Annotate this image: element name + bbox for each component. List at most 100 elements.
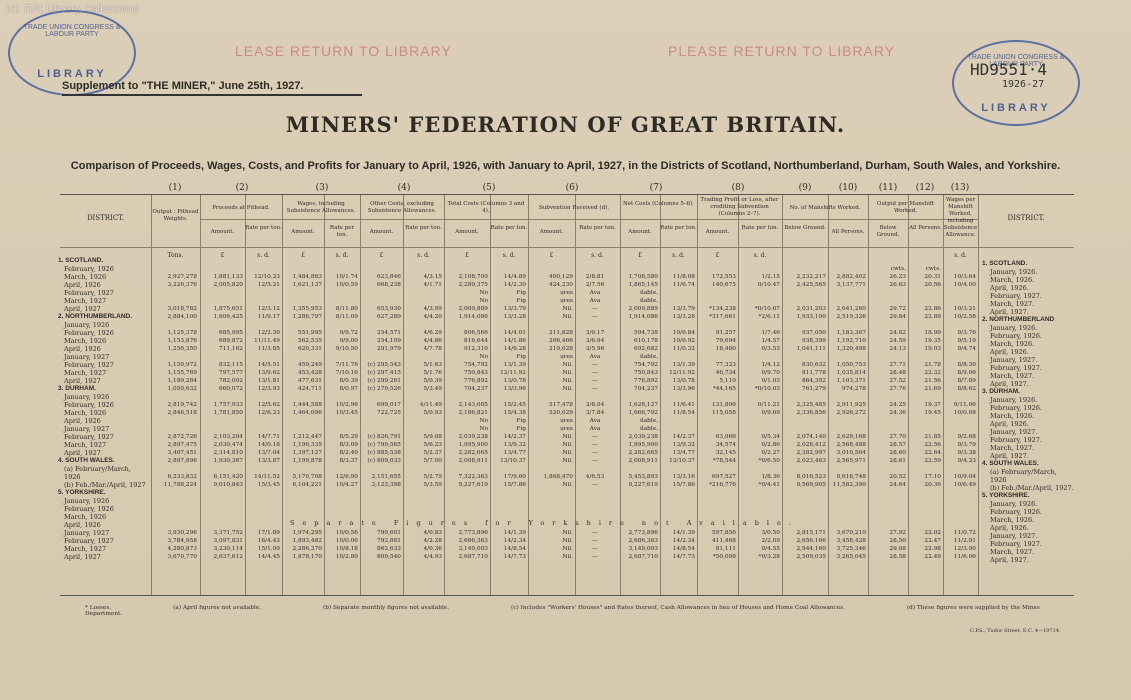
cell-other_amt-11 [360,353,401,361]
cell-opm_all-17: 19.37 [924,402,941,408]
district-header-right: DISTRICT. [1007,214,1045,222]
catalogue-mark: HD9551·4 1926-27 [970,60,1047,90]
row-label-right-26: (a) February/March, 1926 [990,468,1057,484]
cell-subv_amt-12: Nil. [562,362,573,368]
cell-profit_rate-30 [738,505,780,513]
sub-proceeds-rate: Rate per ton. [245,225,282,231]
cell-wpm-14: 8/7.89 [957,378,976,384]
cell-other_amt-29 [360,497,401,505]
library-stamp-ring-text-right: TRADE UNION CONGRESS & LABOUR PARTY [967,54,1065,68]
cell-other_amt-18: 722,725 [377,410,401,416]
row-label-right-2: March, 1926. [990,276,1035,284]
cell-other_rate-7 [403,321,442,329]
cell-subv_amt-17: 517,478 [549,402,573,408]
cell-wages_rate-19 [324,417,358,425]
cell-profit_amt-2: 140,675 [712,282,736,288]
cell-wpm-17: 9/11.06 [953,402,976,408]
cell-net_rate-14: 13/0.78 [672,378,695,384]
cell-net_amt-33: 2,773,896 [628,530,658,536]
cell-opm_all-10: 19.03 [924,346,941,352]
cell-output-6: 2,884,100 [167,314,197,320]
cell-profit_amt-17: 131,806 [712,402,736,408]
cell-wpm-3 [943,289,976,297]
cell-net_amt-14: 776,892 [634,378,658,384]
cell-net_amt-3: ilable. [639,290,658,296]
col-total-rate: 14/4.89 14/2.30 Fig Fig 13/3.79 13/3.28 14/4.… [490,265,526,561]
cell-other_amt-36: 809,540 [377,554,401,560]
cell-wages_amt-0 [282,265,322,273]
cell-wages_amt-23: 1,397,127 [292,450,322,456]
cell-proceeds_rate-2: 12/5.21 [257,282,280,288]
row-label-right-8: January, 1926. [990,324,1038,332]
cell-manshift_all-17: 2,911,925 [836,402,866,408]
cell-subv_rate-19: Ava [589,418,601,424]
row-label-left-7: 2. NORTHUMBERLAND. [58,313,133,320]
row-label-right-1: January, 1926. [990,268,1038,276]
cell-profit_rate-3 [738,289,780,297]
cell-proceeds_rate-25 [245,465,280,473]
sub-opm-below: Below Ground. [876,225,900,238]
cell-proceeds_amt-16 [200,393,243,401]
cell-total_amt-20: No [479,426,488,432]
cell-profit_amt-7 [697,321,736,329]
cell-subv_amt-35: Nil. [562,546,573,552]
cell-total_amt-25 [444,465,488,473]
cell-profit_amt-15: *44,165 [712,386,736,392]
cell-proceeds_rate-1: 12/10.23 [254,274,280,280]
cell-other_amt-0 [360,265,401,273]
cell-output-3 [151,289,197,297]
cell-proceeds_rate-35: 15/1.09 [257,546,280,552]
cell-proceeds_amt-35: 3,230,114 [213,546,243,552]
cell-subv_rate-20: Ava [589,426,601,432]
cell-subv_amt-30 [528,505,573,513]
cell-opm_all-3 [908,289,941,297]
cell-manshift_below-19 [782,417,826,425]
cell-profit_amt-6: *317,661 [709,314,736,320]
cell-wages_amt-14: 477,631 [298,378,322,384]
row-label-left-14: March, 1927 [64,369,107,377]
cell-profit_amt-4 [697,297,736,305]
cell-other_amt-20 [360,425,401,433]
cell-manshift_below-3 [782,289,826,297]
cell-subv_rate-7 [575,321,615,329]
col-total-amount: 2,108,709 2,289,375 No No 2,009,889 1,914,086… [444,265,488,561]
library-stamp-right: TRADE UNION CONGRESS & LABOUR PARTY LIBR… [952,40,1080,126]
cell-other_amt-26: 2,151,655 [371,474,401,480]
cell-profit_amt-3 [697,289,736,297]
cell-opm_all-11 [908,353,941,361]
cell-subv_rate-4: Ava [589,298,601,304]
catalogue-years: 1926-27 [1002,79,1045,90]
cell-total_rate-11: Fig [516,354,526,360]
cell-net_amt-6: 1,914,086 [628,314,658,320]
cell-output-24: 2,897,896 [167,458,197,464]
cell-opm_all-36: 22.49 [924,554,941,560]
cell-proceeds_rate-15: 12/3.93 [257,386,280,392]
cell-net_rate-4 [660,297,695,305]
unit-sd-4: s. d. [502,252,516,259]
cell-total_amt-11: No [479,354,488,360]
cell-net_amt-26: 5,453,893 [628,474,658,480]
cell-wages_amt-8: 551,995 [298,330,322,336]
cell-total_amt-6: 1,914,086 [458,314,488,320]
cell-opm_all-27: 20.36 [924,482,941,488]
cell-output-16 [151,393,197,401]
cell-total_amt-18: 2,186,821 [458,410,488,416]
cell-profit_amt-18: 115,058 [712,410,736,416]
cell-output-0 [151,265,197,273]
cell-other_rate-14: 5/0.39 [423,378,442,384]
header-subvention: Subvention Received (d). [539,205,609,211]
footnote-a: (a) April figures not available. [173,605,262,611]
cell-wages_rate-26: 12/6.90 [335,474,358,480]
cell-manshift_all-29 [828,497,866,505]
cell-profit_rate-26: 1/8.36 [761,474,780,480]
cell-profit_rate-21: 0/5.34 [761,434,780,440]
cell-net_amt-9: 610,178 [634,338,658,344]
header-wages-per-manshift: Wages per Manshift Worked, including Sub… [943,197,978,238]
cell-net_amt-29 [620,497,658,505]
cell-opm_below-19 [868,417,906,425]
cell-subv_amt-5: Nil. [562,306,573,312]
cell-total_rate-14: 13/0.78 [503,378,526,384]
cell-proceeds_rate-33: 17/1.89 [257,530,280,536]
cell-proceeds_amt-14: 782,002 [219,378,243,384]
cell-proceeds_rate-24: 13/3.87 [257,458,280,464]
